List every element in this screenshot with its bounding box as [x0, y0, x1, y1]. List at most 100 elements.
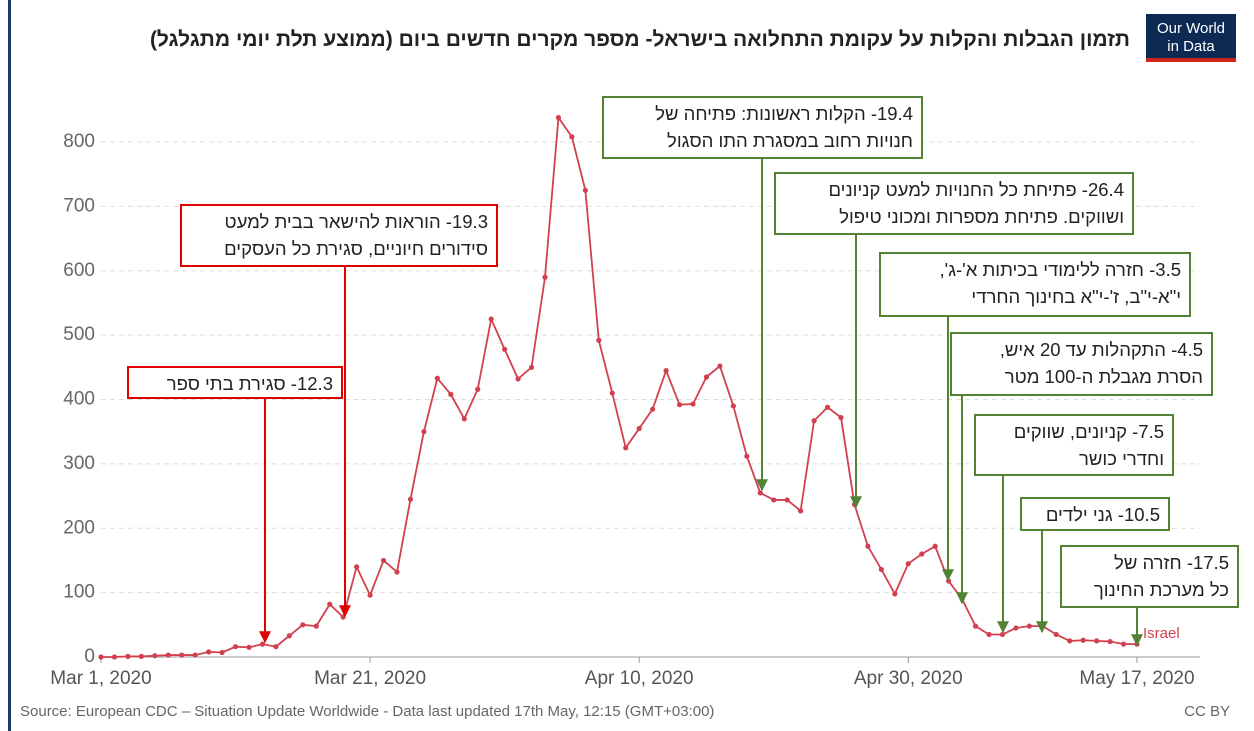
series-label: Israel — [1143, 625, 1180, 642]
point — [999, 631, 1006, 638]
point — [542, 274, 548, 280]
point — [434, 375, 440, 381]
annotation-text: ושווקים. פתיחת מספרות ומכוני טיפול — [839, 206, 1124, 227]
point — [1026, 623, 1032, 629]
point — [394, 569, 400, 575]
annotation-text: 3.5- חזרה ללימודי בכיתות א'-ג', — [939, 259, 1181, 280]
point — [380, 557, 387, 564]
license: CC BY — [1184, 703, 1230, 720]
point — [488, 316, 494, 322]
annotation-box: 17.5- חזרה של כל מערכת החינוך — [1060, 545, 1239, 608]
point — [219, 649, 225, 656]
point — [824, 404, 831, 410]
annotation-box: 19.3- הוראות להישאר בבית למעט סידורים חיו… — [180, 204, 498, 267]
annotation-text: חנויות רחוב במסגרת התו הסגול — [667, 130, 913, 151]
point — [448, 391, 454, 397]
point — [192, 652, 198, 658]
point — [300, 622, 306, 628]
point — [111, 654, 118, 660]
point — [286, 633, 292, 639]
point — [421, 429, 427, 435]
frame-border — [8, 0, 11, 731]
annotation-text: 19.4- הקלות ראשונות: פתיחה של — [655, 103, 913, 124]
annotation-text: 26.4- פתיחת כל החנויות למעט קניונים — [828, 179, 1125, 200]
source: Source: European CDC – Situation Update … — [20, 703, 714, 720]
point — [986, 631, 992, 638]
point — [676, 402, 683, 408]
point — [905, 561, 911, 567]
point — [798, 508, 804, 514]
point — [582, 187, 588, 193]
annotation-box: 3.5- חזרה ללימודי בכיתות א'-ג', י"א-י"ב, … — [879, 252, 1191, 317]
point — [609, 390, 615, 396]
point — [475, 386, 481, 392]
point — [206, 649, 212, 655]
point — [515, 376, 521, 382]
logo-line: in Data — [1167, 38, 1215, 55]
point — [932, 543, 938, 549]
point — [569, 134, 575, 140]
point — [1067, 638, 1073, 644]
point — [367, 592, 373, 598]
point — [461, 416, 467, 422]
annotation-text: 12.3- סגירת בתי ספר — [166, 373, 333, 394]
point — [259, 641, 266, 647]
point — [232, 644, 239, 650]
annotation-text: 19.3- הוראות להישאר בבית למעט — [224, 211, 488, 232]
point — [636, 425, 642, 432]
point — [650, 406, 656, 412]
annotation-box: 4.5- התקהלות עד 20 איש, הסרת מגבלת ה-100 … — [950, 332, 1213, 396]
y-tick-label: 0 — [84, 646, 95, 667]
y-tick-label: 600 — [63, 260, 95, 281]
annotation-text: 4.5- התקהלות עד 20 איש, — [999, 339, 1203, 360]
point — [138, 653, 144, 659]
annotation-box: 19.4- הקלות ראשונות: פתיחה של חנויות רחוב… — [602, 96, 923, 159]
point — [152, 653, 158, 659]
annotation-text: וחדרי כושר — [1079, 448, 1164, 469]
point — [1120, 641, 1127, 647]
point — [784, 497, 790, 503]
y-tick-label: 100 — [63, 582, 95, 603]
annotation-box: 7.5- קניונים, שווקים וחדרי כושר — [974, 414, 1174, 476]
point — [165, 652, 171, 658]
y-tick-label: 300 — [63, 453, 95, 474]
point — [273, 644, 279, 650]
point — [313, 623, 319, 629]
point — [623, 445, 629, 451]
point — [730, 403, 736, 409]
point — [1053, 631, 1059, 638]
annotation-box: 26.4- פתיחת כל החנויות למעט קניונים ושווק… — [774, 172, 1134, 235]
point — [407, 496, 414, 502]
point — [865, 543, 871, 549]
point — [972, 623, 979, 629]
point — [327, 601, 333, 607]
point — [596, 337, 602, 343]
point — [125, 653, 131, 659]
annotation-text: 7.5- קניונים, שווקים — [1013, 421, 1164, 442]
chart-title: תזמון הגבלות והקלות על עקומת התחלואה ביש… — [149, 28, 1130, 51]
point — [1094, 638, 1100, 644]
point — [502, 346, 508, 352]
x-tick-label: May 17, 2020 — [1079, 668, 1194, 689]
point — [663, 367, 669, 374]
annotation-text: הסרת מגבלת ה-100 מטר — [1004, 366, 1203, 387]
y-tick-label: 700 — [63, 195, 95, 216]
point — [1013, 625, 1019, 631]
point — [246, 644, 252, 650]
point — [919, 551, 925, 557]
x-tick-label: Apr 10, 2020 — [585, 668, 694, 689]
annotation-text: 17.5- חזרה של — [1114, 552, 1229, 573]
annotation-box: 10.5- גני ילדים — [1020, 497, 1170, 531]
point — [838, 414, 844, 421]
point — [555, 114, 562, 121]
logo: Our World in Data — [1146, 14, 1236, 62]
point — [717, 363, 723, 369]
y-tick-label: 200 — [63, 517, 95, 538]
point — [811, 418, 817, 424]
annotation-text: י"א-י"ב, ז'-י"א בחינוך החרדי — [971, 286, 1181, 307]
point — [528, 364, 535, 370]
point — [1107, 638, 1113, 645]
point — [98, 654, 104, 660]
